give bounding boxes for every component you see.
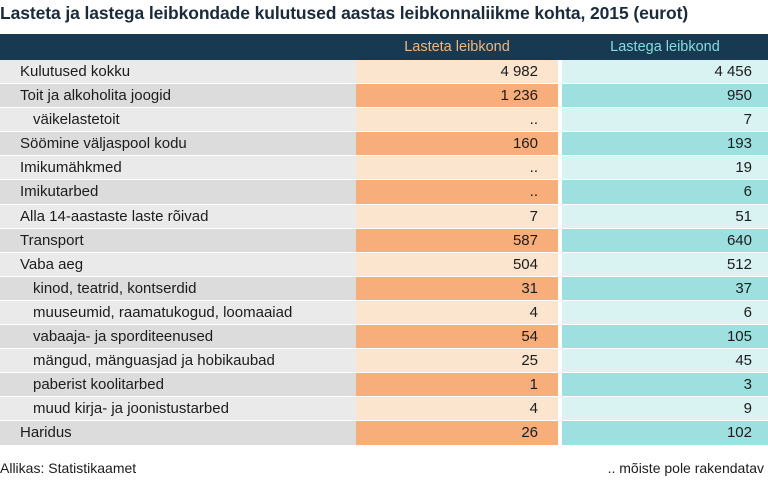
value-lastega: 45	[562, 349, 768, 373]
row-label: Alla 14-aastaste laste rõivad	[0, 204, 356, 228]
value-lastega: 6	[562, 180, 768, 204]
chart-title: Lasteta ja lastega leibkondade kulutused…	[0, 3, 689, 23]
value-lasteta: ..	[356, 156, 558, 180]
value-lastega: 9	[562, 397, 768, 421]
value-lasteta: 160	[356, 132, 558, 156]
row-label: Toit ja alkoholita joogid	[0, 84, 356, 108]
row-label: väikelastetoit	[0, 108, 356, 132]
table-row: muud kirja- ja joonistustarbed 4 9	[0, 397, 768, 422]
table-row: Söömine väljaspool kodu 160 193	[0, 132, 768, 157]
value-lasteta: 54	[356, 325, 558, 349]
value-lasteta: 7	[356, 204, 558, 228]
data-table: Lasteta leibkond Lastega leibkond Kulutu…	[0, 34, 768, 446]
value-lasteta: 1	[356, 373, 558, 397]
row-label: mängud, mänguasjad ja hobikaubad	[0, 349, 356, 373]
value-lasteta: 26	[356, 421, 558, 445]
row-label: kinod, teatrid, kontserdid	[0, 276, 356, 300]
row-label: Haridus	[0, 421, 356, 445]
table-row: paberist koolitarbed 1 3	[0, 373, 768, 398]
table-row: mängud, mänguasjad ja hobikaubad 25 45	[0, 349, 768, 374]
value-lastega: 37	[562, 276, 768, 300]
table-row: vabaaja- ja sporditeenused 54 105	[0, 325, 768, 350]
table-row: kinod, teatrid, kontserdid 31 37	[0, 276, 768, 301]
value-lastega: 512	[562, 252, 768, 276]
row-label: Imikutarbed	[0, 180, 356, 204]
row-label: muuseumid, raamatukogud, loomaaiad	[0, 300, 356, 325]
table-row: Transport 587 640	[0, 228, 768, 253]
value-lastega: 102	[562, 421, 768, 445]
value-lasteta: 25	[356, 349, 558, 373]
value-lasteta: 504	[356, 252, 558, 276]
value-lastega: 7	[562, 108, 768, 132]
row-label: Vaba aeg	[0, 252, 356, 276]
row-label: Kulutused kokku	[0, 60, 356, 84]
value-lasteta: 4	[356, 300, 558, 325]
table-row: Kulutused kokku 4 982 4 456	[0, 60, 768, 85]
value-lastega: 19	[562, 156, 768, 180]
row-label: vabaaja- ja sporditeenused	[0, 325, 356, 349]
legend-note: .. mõiste pole rakendatav	[607, 460, 764, 476]
value-lasteta: 4 982	[356, 60, 558, 84]
column-header-lasteta: Lasteta leibkond	[404, 39, 510, 55]
table-row: muuseumid, raamatukogud, loomaaiad 4 6	[0, 300, 768, 326]
value-lastega: 4 456	[562, 60, 768, 84]
source-note: Allikas: Statistikaamet	[0, 460, 137, 476]
table-header: Lasteta leibkond Lastega leibkond	[0, 34, 768, 60]
row-label: paberist koolitarbed	[0, 373, 356, 397]
value-lasteta: 587	[356, 228, 558, 252]
row-label: muud kirja- ja joonistustarbed	[0, 397, 356, 421]
value-lastega: 950	[562, 84, 768, 108]
value-lasteta: ..	[356, 108, 558, 132]
value-lastega: 640	[562, 228, 768, 252]
row-label: Transport	[0, 228, 356, 252]
value-lastega: 51	[562, 204, 768, 228]
row-label: Söömine väljaspool kodu	[0, 132, 356, 156]
table-row: Imikumähkmed.. 19	[0, 156, 768, 181]
table-body: Kulutused kokku 4 982 4 456 Toit ja alkohol…	[0, 60, 768, 446]
table-row: Imikutarbed.. 6	[0, 180, 768, 205]
value-lasteta: 31	[356, 276, 558, 300]
table-row: Haridus 26 102	[0, 421, 768, 446]
value-lastega: 105	[562, 325, 768, 349]
table-row: väikelastetoit.. 7	[0, 108, 768, 133]
header-label-cell	[0, 34, 356, 60]
value-lasteta: 4	[356, 397, 558, 421]
value-lastega: 3	[562, 373, 768, 397]
table-row: Toit ja alkoholita joogid 1 236 950	[0, 84, 768, 109]
value-lasteta: 1 236	[356, 84, 558, 108]
value-lastega: 6	[562, 300, 768, 325]
footer: Allikas: Statistikaamet .. mõiste pole r…	[0, 458, 768, 478]
value-lastega: 193	[562, 132, 768, 156]
value-lasteta: ..	[356, 180, 558, 204]
column-header-lastega: Lastega leibkond	[610, 39, 720, 55]
table-row: Vaba aeg 504 512	[0, 252, 768, 277]
table-row: Alla 14-aastaste laste rõivad 7 51	[0, 204, 768, 229]
row-label: Imikumähkmed	[0, 156, 356, 180]
